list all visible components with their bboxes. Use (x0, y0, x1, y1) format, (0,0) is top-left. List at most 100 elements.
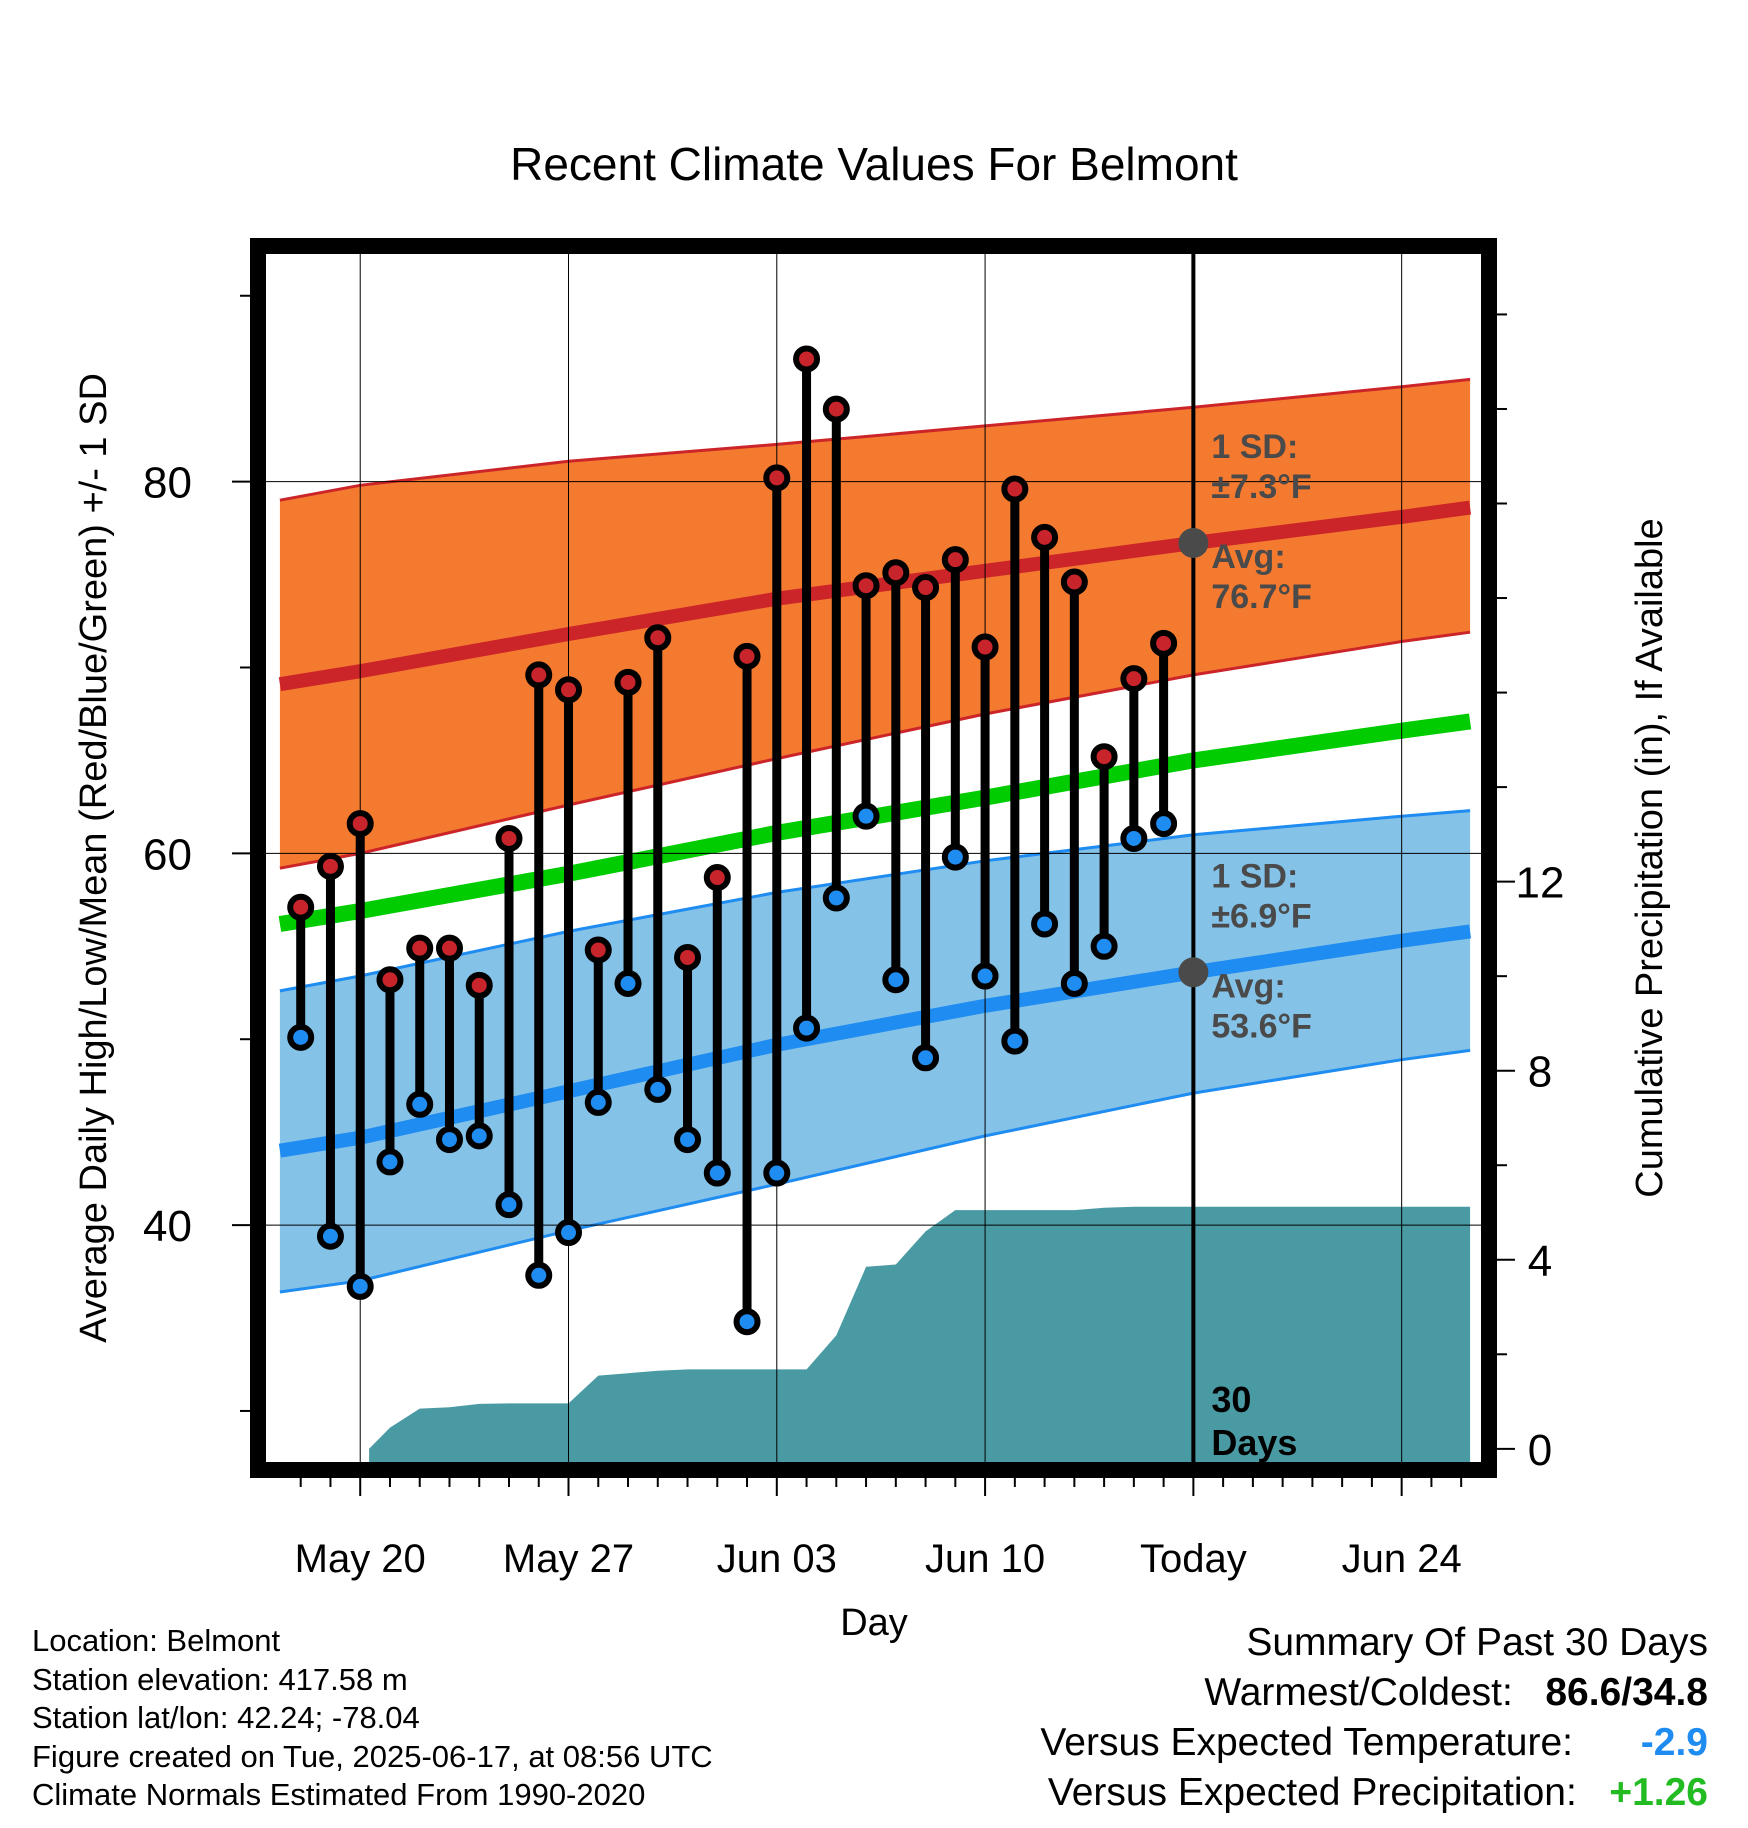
today-low-normal-marker (1178, 957, 1209, 988)
high-point (1090, 743, 1118, 771)
y2-tick-label: 12 (1516, 859, 1565, 908)
high-point (644, 624, 672, 652)
summary-title: Summary Of Past 30 Days (1246, 1621, 1708, 1664)
y2-axis-label: Cumulative Precipitation (in), If Availa… (1629, 518, 1671, 1197)
today-high-normal-marker (1178, 527, 1209, 558)
y2-tick-label: 8 (1528, 1048, 1552, 1097)
high-point (733, 642, 761, 670)
high-point (1031, 523, 1059, 551)
high-avg-label: Avg: (1211, 538, 1285, 576)
high-point (763, 464, 791, 492)
low-point (1031, 910, 1059, 938)
low-point (733, 1308, 761, 1336)
y2-tick-label: 0 (1528, 1426, 1552, 1475)
precip-label: Versus Expected Precipitation: (1047, 1771, 1577, 1814)
low-point (852, 802, 880, 830)
low-point (1001, 1027, 1029, 1055)
mean-line (278, 713, 1472, 932)
high-point (793, 345, 821, 373)
x-tick-label: Jun 10 (925, 1537, 1045, 1581)
low-point (525, 1261, 553, 1289)
precip-value: +1.26 (1609, 1771, 1708, 1814)
high-avg-value: 76.7°F (1211, 578, 1312, 616)
low-sd-label: 1 SD: (1211, 857, 1298, 895)
high-sd-band (279, 379, 1471, 869)
high-point (852, 572, 880, 600)
y-tick-label: 40 (143, 1202, 192, 1251)
high-point (882, 559, 910, 587)
temp-row: Versus Expected Temperature: -2.9 (1040, 1718, 1708, 1768)
today-days-label: Days (1211, 1422, 1297, 1463)
high-sd-label: 1 SD: (1211, 428, 1298, 466)
low-point (674, 1126, 702, 1154)
high-point (584, 936, 612, 964)
high-point (346, 810, 374, 838)
low-point (793, 1014, 821, 1042)
plot-frame (250, 238, 1497, 1478)
high-point (435, 934, 463, 962)
low-point (912, 1044, 940, 1072)
elevation-text: Station elevation: 417.58 m (32, 1661, 408, 1697)
low-point (316, 1222, 344, 1250)
high-point (614, 668, 642, 696)
low-point (584, 1088, 612, 1116)
high-point (287, 893, 315, 921)
high-point (525, 661, 553, 689)
low-point (406, 1090, 434, 1118)
latlon-text: Station lat/lon: 42.24; -78.04 (32, 1700, 420, 1735)
chart-axes: 40 60 80 0 4 8 12 May 20 May 27 Jun 03 Jun 10 Today… (143, 294, 1565, 1581)
high-point (971, 633, 999, 661)
high-point (376, 966, 404, 994)
high-point (555, 676, 583, 704)
high-point (1120, 665, 1148, 693)
station-info: Location: Belmont Station elevation: 417… (32, 1622, 713, 1815)
low-point (882, 966, 910, 994)
high-point (674, 943, 702, 971)
low-point (1150, 810, 1178, 838)
low-avg-label: Avg: (1211, 967, 1285, 1005)
low-point (644, 1075, 672, 1103)
high-point (1150, 629, 1178, 657)
low-point (1120, 824, 1148, 852)
low-point (555, 1219, 583, 1247)
normals-text: Climate Normals Estimated From 1990-2020 (32, 1777, 646, 1812)
high-sd-value: ±7.3°F (1211, 468, 1311, 506)
low-point (435, 1126, 463, 1154)
y-tick-label: 60 (143, 830, 192, 879)
high-point (941, 546, 969, 574)
x-tick-label: Jun 24 (1342, 1537, 1462, 1581)
x-tick-label: May 20 (295, 1537, 426, 1581)
y-tick-label: 80 (143, 459, 192, 508)
high-point (1001, 475, 1029, 503)
high-avg-line (278, 500, 1472, 692)
low-point (941, 843, 969, 871)
low-point (1060, 969, 1088, 997)
low-point (703, 1159, 731, 1187)
high-point (703, 864, 731, 892)
low-point (495, 1191, 523, 1219)
chart-title: Recent Climate Values For Belmont (510, 138, 1238, 190)
low-sd-value: ±6.9°F (1211, 897, 1311, 935)
x-tick-label: Jun 03 (717, 1537, 837, 1581)
location-text: Location: Belmont (32, 1623, 281, 1658)
low-avg-line (278, 924, 1472, 1158)
temp-value: -2.9 (1640, 1721, 1708, 1764)
high-point (465, 971, 493, 999)
low-point (346, 1272, 374, 1300)
low-avg-value: 53.6°F (1211, 1007, 1312, 1045)
plot-area (278, 377, 1472, 1463)
created-text: Figure created on Tue, 2025-06-17, at 08… (32, 1738, 713, 1774)
x-tick-label: Today (1140, 1537, 1247, 1581)
chart-overlay (265, 253, 1482, 1463)
high-point (912, 574, 940, 602)
precip-row: Versus Expected Precipitation: +1.26 (1040, 1768, 1708, 1818)
high-point (495, 824, 523, 852)
low-point (763, 1159, 791, 1187)
warmest-value: 86.6/34.8 (1545, 1671, 1708, 1714)
today-days-number: 30 (1211, 1379, 1251, 1420)
summary-panel: Summary Of Past 30 Days Warmest/Coldest:… (1040, 1618, 1708, 1818)
high-point (1060, 568, 1088, 596)
precip-area (369, 1206, 1471, 1463)
